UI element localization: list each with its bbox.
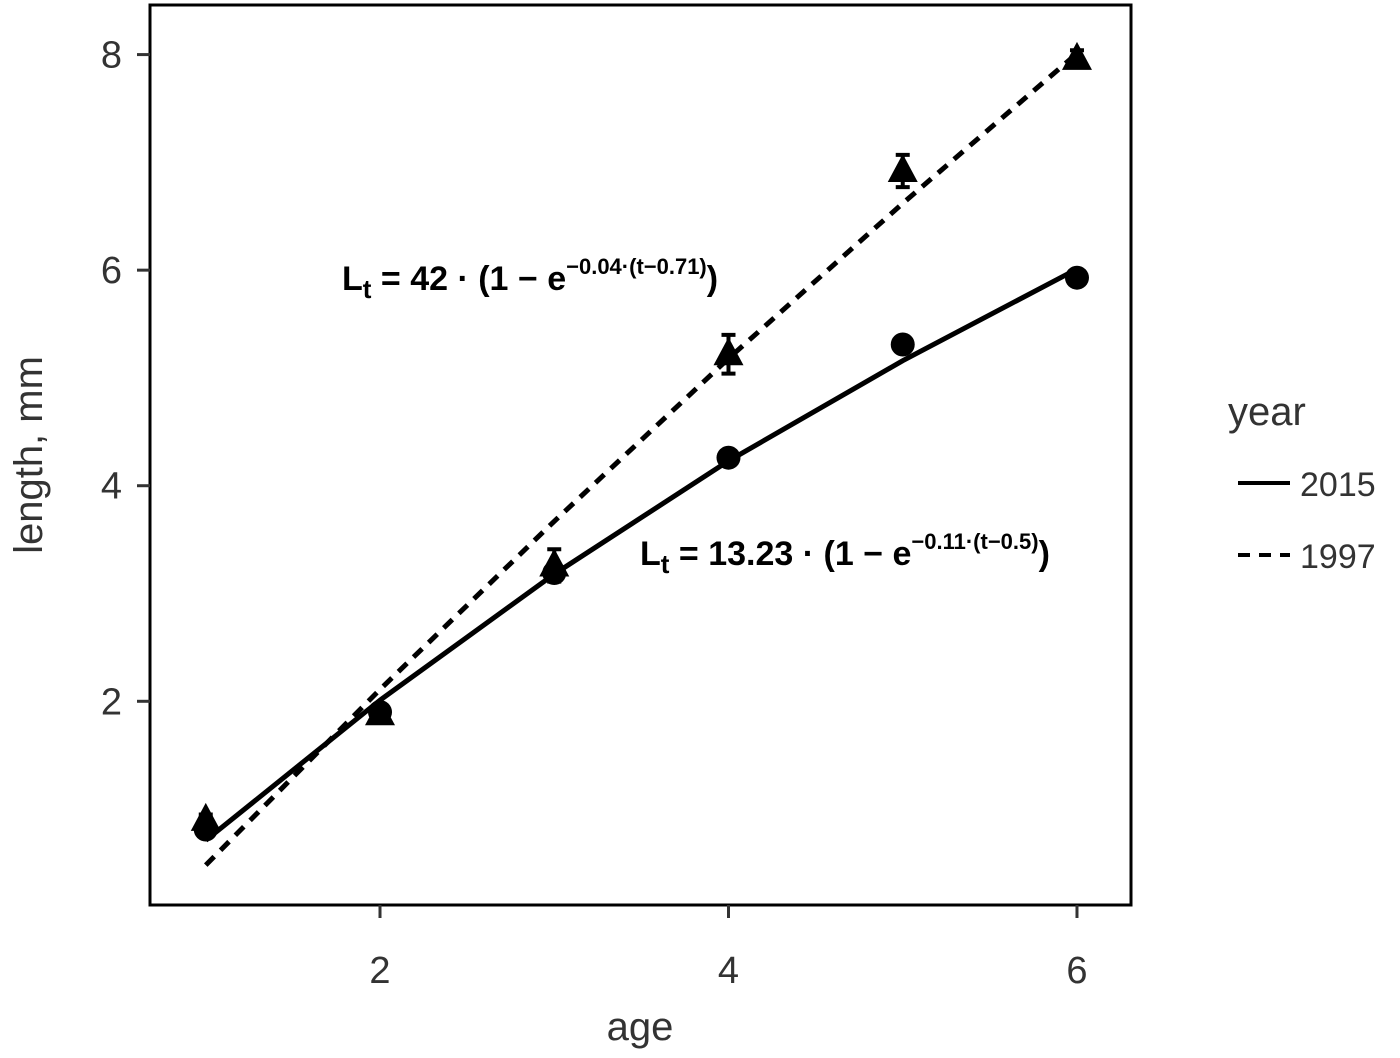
eq-text: = 42 · (1 − e — [371, 260, 566, 298]
y-axis-label: length, mm — [7, 356, 51, 554]
eq-exponent: −0.04·(t−0.71) — [566, 254, 707, 279]
y-tick-label: 8 — [101, 35, 122, 77]
point — [365, 697, 396, 726]
point — [539, 548, 570, 577]
point — [1064, 265, 1089, 290]
legend-title: year — [1228, 390, 1306, 434]
equation: Lt = 13.23 · (1 − e−0.11·(t−0.5)) — [640, 529, 1050, 579]
point — [713, 337, 744, 366]
point — [890, 332, 915, 357]
legend-label: 2015 — [1300, 466, 1376, 504]
legend-label: 1997 — [1300, 538, 1376, 576]
eq-text: = 13.23 · (1 − e — [669, 535, 911, 573]
equation: Lt = 42 · (1 − e−0.04·(t−0.71)) — [342, 254, 718, 304]
eq-close: ) — [707, 260, 718, 298]
fit-line — [204, 266, 1079, 843]
point — [190, 802, 221, 831]
eq-exponent: −0.11·(t−0.5) — [911, 529, 1038, 554]
eq-base: L — [640, 535, 661, 573]
y-tick-label: 2 — [101, 681, 122, 723]
x-tick-label: 4 — [718, 950, 739, 992]
y-tick-label: 4 — [101, 466, 122, 508]
x-tick-label: 6 — [1066, 950, 1087, 992]
x-axis-label: age — [607, 1005, 674, 1049]
eq-subscript: t — [363, 274, 372, 304]
y-tick-label: 6 — [101, 250, 122, 292]
point — [1061, 41, 1092, 70]
x-tick-label: 2 — [369, 950, 390, 992]
plot-frame — [148, 3, 1133, 907]
eq-close: ) — [1039, 535, 1050, 573]
eq-base: L — [342, 260, 363, 298]
eq-subscript: t — [661, 549, 670, 579]
point — [716, 445, 741, 470]
fit-line — [203, 51, 1079, 867]
point — [887, 153, 918, 182]
